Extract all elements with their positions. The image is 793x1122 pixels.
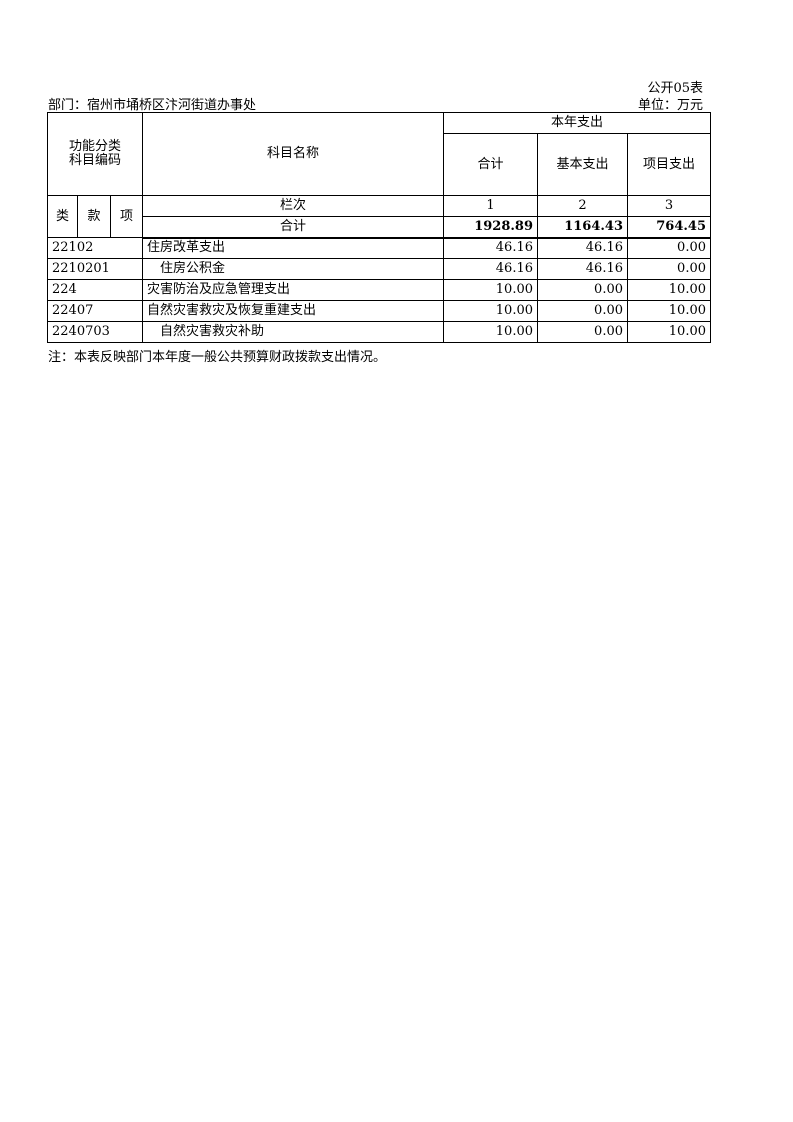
- index-label: 栏次: [142, 195, 444, 217]
- row-name: 住房公积金: [142, 258, 444, 280]
- row-code: 2210201: [47, 258, 143, 280]
- row-name: 灾害防治及应急管理支出: [142, 279, 444, 301]
- row-value: 0.00: [537, 321, 628, 343]
- total-value: 1164.43: [537, 216, 628, 239]
- name-header: 科目名称: [142, 112, 444, 196]
- table-row: 22102 住房改革支出 46.16 46.16 0.00: [47, 237, 711, 259]
- row-value: 46.16: [537, 237, 628, 259]
- row-value: 46.16: [443, 258, 538, 280]
- table-row: 2210201 住房公积金 46.16 46.16 0.00: [47, 258, 711, 280]
- row-code: 224: [47, 279, 143, 301]
- row-value: 10.00: [627, 300, 711, 322]
- col-header-basic: 基本支出: [537, 133, 628, 196]
- row-value: 0.00: [627, 237, 711, 259]
- code-sub-xiang: 项: [110, 195, 143, 238]
- col-header-project: 项目支出: [627, 133, 711, 196]
- row-value: 10.00: [627, 279, 711, 301]
- row-value: 10.00: [443, 279, 538, 301]
- unit-label: 单位：万元: [637, 98, 703, 113]
- total-row: 合计 1928.89 1164.43 764.45: [48, 216, 711, 239]
- total-value: 1928.89: [443, 216, 538, 239]
- table-row: 22407 自然灾害救灾及恢复重建支出 10.00 0.00 10.00: [47, 300, 711, 322]
- index-value: 2: [537, 195, 628, 217]
- row-value: 10.00: [443, 300, 538, 322]
- row-value: 46.16: [537, 258, 628, 280]
- table-note: 注：本表反映部门本年度一般公共预算财政拨款支出情况。: [48, 350, 387, 365]
- row-value: 0.00: [537, 279, 628, 301]
- row-name: 住房改革支出: [142, 237, 444, 259]
- index-value: 1: [443, 195, 538, 217]
- row-value: 10.00: [443, 321, 538, 343]
- table-row: 224 灾害防治及应急管理支出 10.00 0.00 10.00: [47, 279, 711, 301]
- row-name: 自然灾害救灾及恢复重建支出: [142, 300, 444, 322]
- total-label: 合计: [142, 216, 444, 239]
- row-code: 22102: [47, 237, 143, 259]
- group-header: 本年支出: [443, 112, 711, 134]
- col-header-total: 合计: [443, 133, 538, 196]
- expenditure-table: 功能分类 科目编码 科目名称 本年支出 合计 基本支出 项目支出 类 款 项 栏次…: [47, 112, 711, 343]
- form-number: 公开05表: [647, 81, 703, 96]
- department-label: 部门：宿州市埇桥区汴河街道办事处: [48, 98, 257, 113]
- row-value: 10.00: [627, 321, 711, 343]
- code-sub-lei: 类: [47, 195, 78, 238]
- index-value: 3: [627, 195, 711, 217]
- row-value: 46.16: [443, 237, 538, 259]
- code-header: 功能分类 科目编码: [47, 112, 143, 196]
- row-value: 0.00: [537, 300, 628, 322]
- table-row: 2240703 自然灾害救灾补助 10.00 0.00 10.00: [47, 321, 711, 343]
- row-name: 自然灾害救灾补助: [142, 321, 444, 343]
- row-value: 0.00: [627, 258, 711, 280]
- row-code: 2240703: [47, 321, 143, 343]
- row-code: 22407: [47, 300, 143, 322]
- total-value: 764.45: [627, 216, 711, 239]
- code-sub-kuan: 款: [77, 195, 111, 238]
